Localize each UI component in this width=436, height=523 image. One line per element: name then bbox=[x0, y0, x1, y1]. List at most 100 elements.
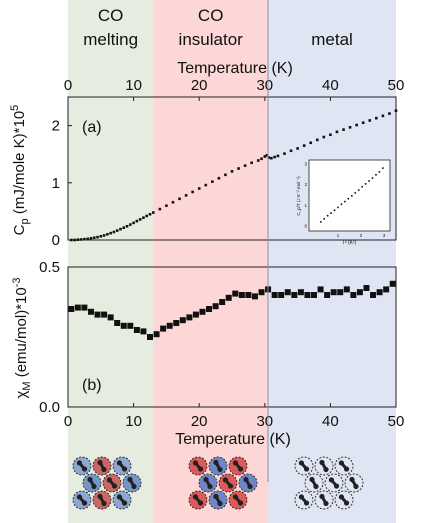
panel-a-point-28 bbox=[171, 200, 175, 204]
inset-point-3 bbox=[330, 212, 332, 214]
panel-b-point-18 bbox=[186, 314, 193, 321]
schematic-metal-dimer-4-halo bbox=[324, 473, 344, 493]
panel-a-point-10 bbox=[102, 234, 106, 237]
schematic-co-melting-dimer-8-atom-a bbox=[116, 494, 123, 500]
panel-b-point-34 bbox=[291, 292, 298, 298]
panel-a-point-37 bbox=[230, 170, 234, 173]
schematic-co-melting-dimer-0 bbox=[72, 456, 92, 476]
panel-b-point-42 bbox=[343, 286, 350, 293]
panel-a-y-tick-label-0: 0 bbox=[52, 232, 60, 249]
region-label-0-line-1: melting bbox=[83, 30, 138, 49]
schematic-metal-dimer-0-atom-b bbox=[303, 466, 310, 472]
panel-a-x-axis-label: Temperature (K) bbox=[177, 60, 293, 77]
panel-a-y-tick-label-1: 1 bbox=[52, 175, 60, 192]
schematic-co-insulator-dimer-2 bbox=[228, 456, 248, 476]
schematic-co-melting-dimer-6-atom-b bbox=[81, 500, 88, 506]
panel-b-point-4 bbox=[94, 311, 101, 318]
panel-a-point-25 bbox=[151, 211, 155, 214]
schematic-metal-dimer-3-halo bbox=[304, 473, 324, 493]
lattice-schematics bbox=[72, 456, 364, 510]
panel-a-x-ticks: 0 10 20 30 40 50 bbox=[64, 77, 404, 101]
panel-a-data-points bbox=[69, 109, 398, 242]
panel-b-point-45 bbox=[363, 285, 370, 291]
schematic-co-melting-dimer-4 bbox=[102, 473, 122, 493]
panel-a-point-6 bbox=[89, 236, 93, 240]
panel-a-point-29 bbox=[178, 197, 181, 201]
schematic-metal-dimer-1-atom-a bbox=[319, 459, 325, 466]
panel-a-point-18 bbox=[129, 223, 132, 226]
panel-a-point-63 bbox=[375, 116, 378, 120]
panel-b-x-ticks: 0 10 20 30 40 50 bbox=[64, 403, 405, 430]
schematic-co-melting-dimer-2-atom-b bbox=[121, 466, 128, 472]
inset-point-13 bbox=[364, 183, 367, 185]
schematic-metal-dimer-2-atom-b bbox=[343, 466, 350, 472]
panel-b-point-1 bbox=[74, 304, 81, 311]
schematic-metal-dimer-3 bbox=[304, 473, 324, 493]
inset-point-12 bbox=[361, 185, 363, 188]
panel-a-point-55 bbox=[322, 135, 326, 139]
region-label-0-line-0: CO bbox=[98, 6, 124, 25]
region-label-2-line-0: metal bbox=[311, 30, 353, 49]
schematic-co-melting-dimer-4-atom-b bbox=[111, 483, 118, 489]
schematic-metal-dimer-0-halo bbox=[294, 456, 314, 476]
panel-a-y-axis-label: Cp (mJ/mole K)*105 bbox=[9, 105, 31, 236]
inset-ticks: 1 2 3 0 1 2 3 bbox=[304, 162, 385, 239]
schematic-co-melting-dimer-6 bbox=[72, 490, 92, 510]
panel-a-point-65 bbox=[388, 112, 391, 115]
panel-b-point-48 bbox=[383, 286, 390, 293]
panel-a-point-62 bbox=[368, 119, 372, 122]
inset-point-11 bbox=[357, 189, 360, 191]
panel-a-point-52 bbox=[302, 144, 306, 147]
panel-a-x-tick-label-4: 40 bbox=[322, 77, 339, 94]
panel-a-point-38 bbox=[237, 167, 240, 170]
schematic-co-insulator-dimer-3 bbox=[198, 473, 218, 493]
panel-a-point-33 bbox=[204, 183, 208, 187]
panel-a-point-43 bbox=[263, 155, 267, 158]
panel-a-y-axis-label-subscript: p bbox=[19, 218, 31, 224]
schematic-co-melting-dimer-5-atom-b bbox=[131, 483, 137, 490]
panel-a-point-19 bbox=[132, 221, 135, 225]
inset-point-15 bbox=[371, 177, 374, 179]
panel-a-point-13 bbox=[112, 230, 116, 234]
panel-b-y-axis-label-main: (emu/mol)*10 bbox=[13, 287, 30, 381]
panel-b-point-0 bbox=[68, 306, 75, 312]
panel-a-y-tick-label-2: 2 bbox=[52, 118, 60, 135]
schematic-co-melting-dimer-3-atom-b bbox=[91, 483, 97, 490]
panel-b-point-17 bbox=[179, 317, 186, 324]
schematic-co-insulator-dimer-5-atom-b bbox=[247, 483, 253, 490]
panel-a-point-53 bbox=[309, 141, 313, 145]
schematic-metal-dimer-0-atom-a bbox=[298, 460, 305, 466]
inset-point-9 bbox=[351, 195, 353, 197]
panel-a-point-1 bbox=[73, 238, 76, 242]
schematic-metal-dimer-8-atom-a bbox=[338, 494, 345, 500]
panel-b-point-43 bbox=[350, 292, 357, 298]
schematic-co-insulator-dimer-8-atom-a bbox=[232, 494, 239, 500]
panel-a-point-4 bbox=[83, 237, 86, 241]
panel-b-point-39 bbox=[324, 292, 331, 298]
panel-a-point-5 bbox=[86, 237, 89, 241]
schematic-metal-dimer-6-atom-b bbox=[303, 500, 310, 506]
schematic-co-melting-dimer-3-atom-a bbox=[87, 476, 93, 483]
panel-a-point-51 bbox=[296, 147, 299, 150]
panel-a-point-14 bbox=[115, 229, 119, 232]
panel-b-x-tick-label-1: 10 bbox=[125, 413, 142, 430]
panel-b-y-ticks: 0.0 0.5 bbox=[39, 259, 72, 416]
panel-a-point-23 bbox=[145, 214, 149, 218]
panel-b-point-33 bbox=[284, 289, 291, 296]
inset-point-16 bbox=[375, 173, 377, 176]
panel-a-point-35 bbox=[217, 176, 221, 180]
panel-a-point-49 bbox=[283, 152, 286, 155]
panel-a-point-66 bbox=[394, 109, 398, 113]
schematic-co-insulator-dimer-2-atom-a bbox=[232, 460, 239, 466]
schematic-co-insulator-dimer-5-atom-a bbox=[243, 476, 249, 483]
panel-b-x-tick-label-5: 50 bbox=[388, 413, 405, 430]
panel-a-point-12 bbox=[109, 231, 112, 235]
panel-b-point-28 bbox=[251, 293, 258, 300]
panel-a-plot-frame bbox=[67, 96, 397, 241]
panel-a-point-48 bbox=[276, 154, 280, 158]
panel-b-y-axis-label: χM (emu/mol)*10-3 bbox=[11, 277, 33, 398]
panel-b-point-40 bbox=[330, 289, 337, 296]
panel-b-x-tick-label-4: 40 bbox=[322, 413, 339, 430]
schematic-co-melting-dimer-5-atom-a bbox=[127, 476, 133, 483]
panel-b-point-14 bbox=[160, 325, 167, 332]
